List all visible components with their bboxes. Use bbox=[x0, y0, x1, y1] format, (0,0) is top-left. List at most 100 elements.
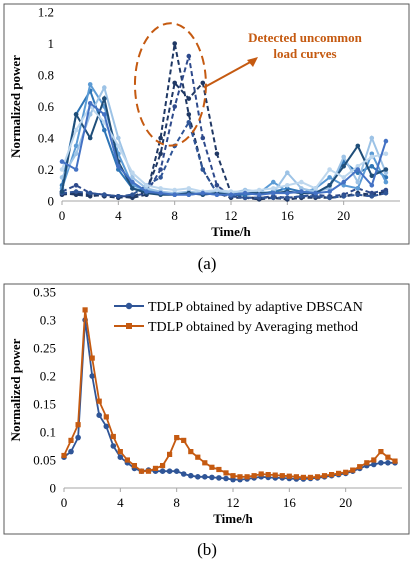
load-curve-point bbox=[341, 164, 347, 169]
tdlp-series-marker bbox=[378, 449, 384, 455]
y-tick-label: 0.2 bbox=[38, 162, 54, 177]
load-curve-point bbox=[355, 143, 361, 149]
load-curve-point bbox=[299, 189, 304, 194]
load-curve-point bbox=[130, 175, 135, 180]
uncommon-curves-circle bbox=[133, 22, 207, 147]
load-curve-point bbox=[172, 41, 177, 46]
load-curve-point bbox=[158, 186, 163, 191]
load-curve-point bbox=[355, 186, 361, 191]
load-curve-point bbox=[116, 135, 121, 141]
load-curve-point bbox=[341, 154, 347, 160]
load-curve-point bbox=[116, 143, 121, 149]
load-curve-point bbox=[327, 189, 332, 194]
x-tick-label: 4 bbox=[115, 208, 122, 223]
tdlp-series-marker bbox=[145, 468, 152, 474]
y-tick-label: 0.1 bbox=[40, 425, 56, 440]
x-tick-label: 0 bbox=[59, 208, 66, 223]
tdlp-series-marker bbox=[159, 468, 166, 474]
tdlp-series-marker bbox=[307, 474, 314, 480]
load-curve-point bbox=[341, 194, 347, 199]
chart-panel-b: 0 0.05 0.1 0.15 0.2 0.25 0.3 0.35 0 4 8 12 16 20 Time/… bbox=[0, 280, 414, 538]
load-curve-point bbox=[59, 175, 65, 180]
load-curve-point bbox=[214, 151, 220, 157]
panel-b-caption: (b) bbox=[197, 540, 217, 559]
chart-a-svg: 0 0.2 0.4 0.6 0.8 1 1.2 0 4 8 12 16 20 Time/h Normaliz… bbox=[3, 3, 410, 245]
load-curve-point bbox=[102, 85, 107, 90]
tdlp-series-marker bbox=[286, 473, 292, 479]
tdlp-series-marker bbox=[216, 466, 222, 473]
tdlp-series-marker bbox=[180, 471, 187, 477]
x-tick-label: 20 bbox=[337, 208, 350, 223]
tdlp-series-marker bbox=[117, 449, 123, 455]
load-curve-point bbox=[369, 164, 375, 169]
y-tick-label: 0.3 bbox=[40, 313, 56, 328]
load-curve-point bbox=[116, 164, 121, 169]
load-curve-point bbox=[327, 183, 332, 188]
tdlp-series-marker bbox=[385, 460, 391, 466]
load-curve-point bbox=[313, 194, 318, 199]
load-curve-point bbox=[327, 167, 332, 172]
load-curve-point bbox=[256, 192, 262, 197]
tdlp-series-marker bbox=[68, 437, 74, 443]
x-tick-label: 16 bbox=[281, 208, 295, 223]
load-curve-point bbox=[285, 183, 290, 188]
load-curve-point bbox=[172, 187, 177, 193]
load-curve-point bbox=[73, 143, 79, 149]
load-curve-point bbox=[327, 175, 332, 180]
load-curve-point bbox=[299, 186, 304, 191]
tdlp-series-marker bbox=[188, 472, 194, 479]
tdlp-series-marker bbox=[371, 461, 377, 468]
chart-frame bbox=[3, 3, 410, 245]
tdlp-series-marker bbox=[251, 473, 257, 479]
legend-swatch-marker bbox=[126, 323, 132, 329]
x-tick-label: 12 bbox=[225, 208, 238, 223]
tdlp-series-marker bbox=[357, 464, 363, 470]
tdlp-series-marker bbox=[300, 474, 306, 480]
tdlp-series-marker bbox=[195, 474, 201, 480]
load-curve-line bbox=[61, 80, 387, 201]
y-tick-label: 0 bbox=[48, 194, 55, 209]
load-curve-point bbox=[186, 186, 192, 191]
load-curve-point bbox=[285, 190, 290, 196]
load-curve-point bbox=[158, 151, 163, 157]
load-curve-point bbox=[102, 192, 107, 197]
tdlp-series-marker bbox=[131, 463, 137, 469]
tdlp-series-marker bbox=[272, 472, 278, 478]
tdlp-series-marker bbox=[89, 373, 95, 379]
load-curve-point bbox=[59, 159, 65, 164]
load-curve-point bbox=[130, 179, 135, 185]
load-curve-point bbox=[172, 104, 177, 109]
annotation-text-line2: load curves bbox=[273, 46, 336, 61]
load-curve-point bbox=[341, 175, 347, 180]
tdlp-series-marker bbox=[314, 474, 321, 480]
tdlp-series-marker bbox=[96, 412, 102, 418]
load-curve-point bbox=[369, 190, 375, 196]
tdlp-series-marker bbox=[364, 460, 370, 466]
tdlp-series-marker bbox=[293, 474, 299, 480]
chart-b-svg: 0 0.05 0.1 0.15 0.2 0.25 0.3 0.35 0 4 8 12 16 20 Time/… bbox=[3, 283, 410, 535]
tdlp-series-marker bbox=[216, 475, 222, 481]
load-curve-point bbox=[73, 183, 79, 188]
tdlp-series-marker bbox=[173, 468, 180, 474]
tdlp-series-marker bbox=[392, 458, 398, 464]
tdlp-series-marker bbox=[167, 451, 173, 457]
load-curve-point bbox=[383, 170, 389, 175]
load-curve-point bbox=[102, 127, 107, 133]
load-curve-point bbox=[186, 53, 192, 59]
tdlp-series-marker bbox=[202, 460, 208, 466]
tdlp-series-marker bbox=[244, 474, 250, 480]
legend-label: TDLP obtained by Averaging method bbox=[148, 320, 358, 335]
load-curve-point bbox=[369, 135, 375, 141]
load-curve-point bbox=[73, 127, 79, 133]
tdlp-series-marker bbox=[237, 474, 243, 480]
load-curve-point bbox=[355, 192, 361, 197]
y-tick-label: 0 bbox=[50, 481, 57, 496]
annotation-arrow-head bbox=[247, 57, 258, 67]
load-curve-point bbox=[200, 190, 206, 196]
tdlp-series-marker bbox=[195, 454, 201, 460]
load-curve-point bbox=[341, 179, 347, 185]
load-curve-point bbox=[158, 190, 163, 196]
load-curve-point bbox=[130, 170, 135, 175]
tdlp-series-marker bbox=[103, 414, 109, 420]
load-curve-point bbox=[214, 192, 220, 197]
